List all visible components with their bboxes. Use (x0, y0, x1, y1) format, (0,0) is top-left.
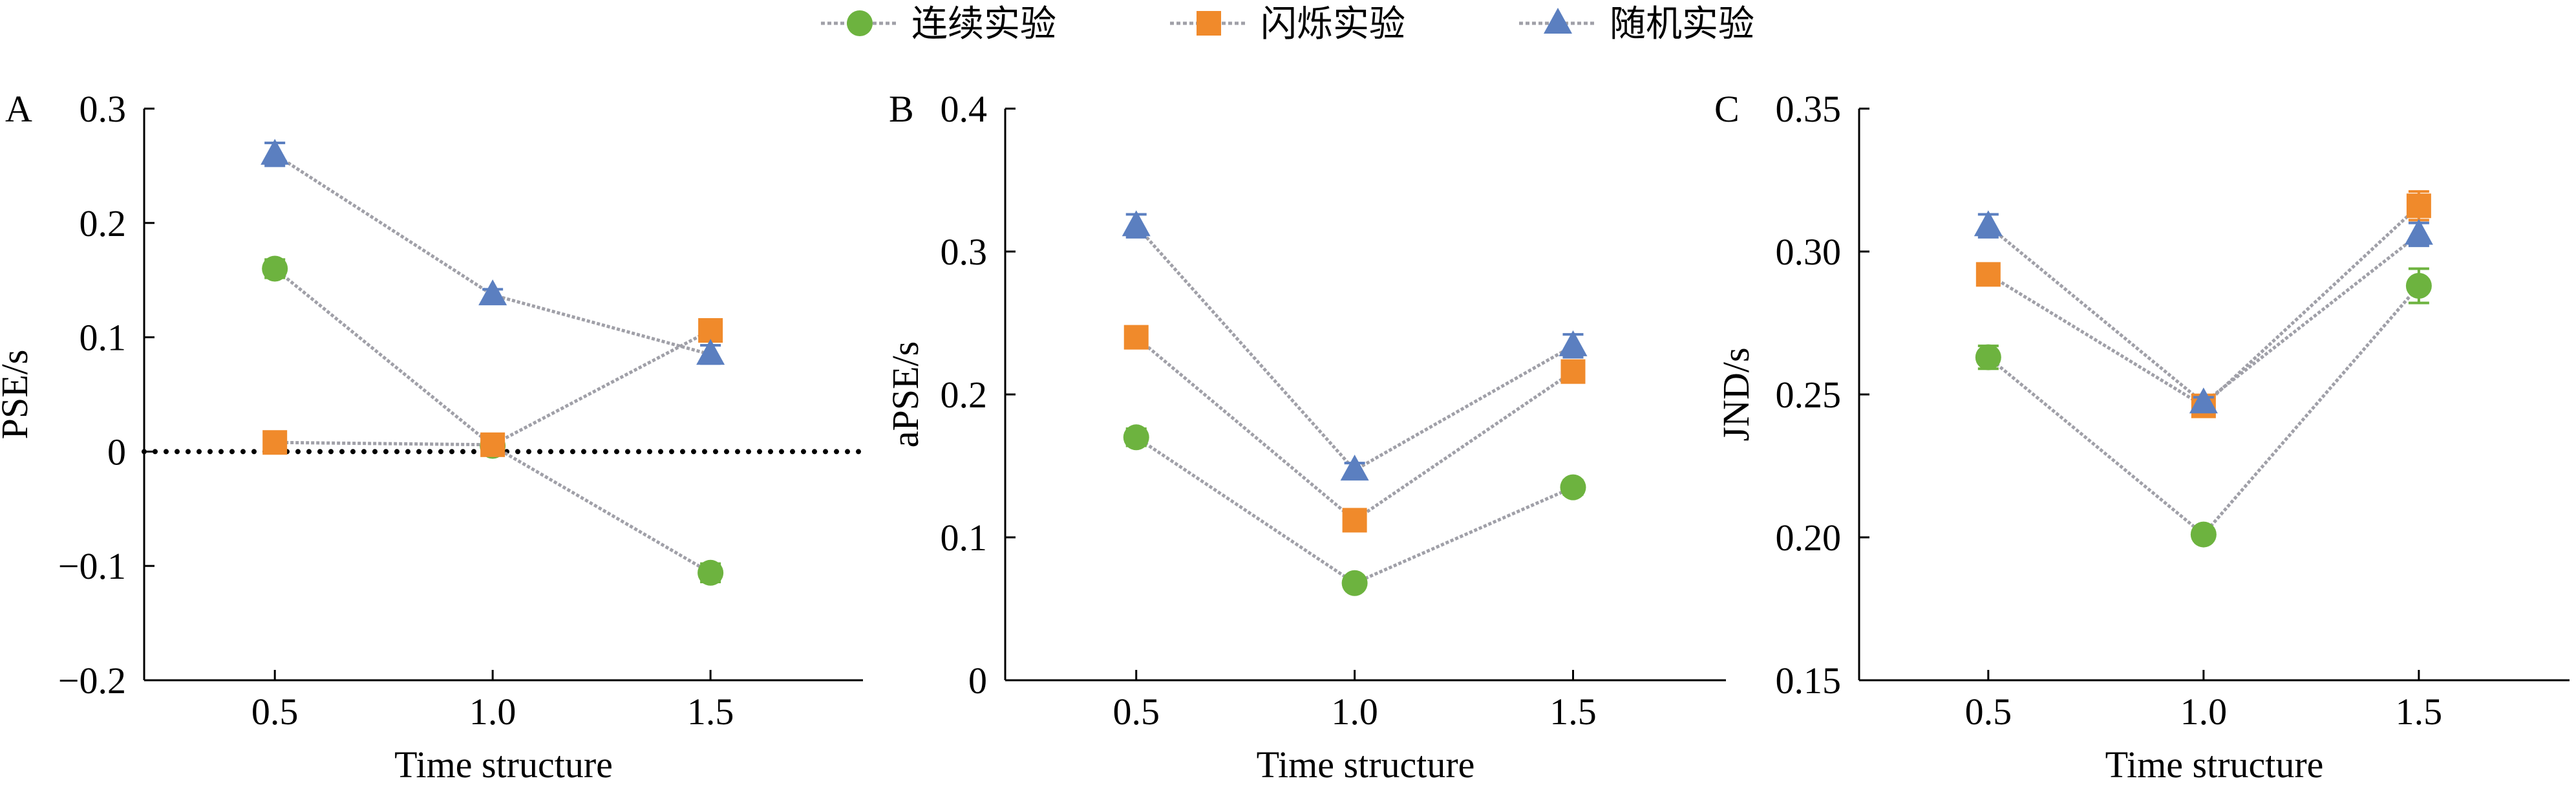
y-tick-label: 0.20 (1776, 517, 1842, 559)
legend-marker-circle (847, 10, 873, 36)
y-axis-label: JND/s (1715, 347, 1757, 441)
series-line-random (273, 153, 711, 356)
series-line-flicker (275, 328, 712, 447)
data-point-continuous (2405, 273, 2432, 299)
y-tick-label: −0.2 (58, 660, 126, 702)
panel-A: A −0.2 −0.1 0 0.1 0.2 0.3 0.5 1.0 1.5 Time structu… (0, 88, 866, 785)
data-point-continuous (262, 255, 288, 282)
data-point-random (1122, 210, 1151, 237)
y-axis-label: aPSE/s (884, 341, 926, 447)
data-point-random (696, 339, 725, 365)
legend-marker-triangle (1544, 8, 1572, 34)
panel-letter: A (5, 88, 32, 130)
y-tick-label: 0.3 (80, 88, 127, 130)
legend-marker-square (1197, 11, 1221, 36)
series-line-flicker (1135, 336, 1574, 522)
data-point-continuous (697, 559, 724, 586)
data-point-flicker (1975, 262, 2001, 287)
x-axis-label: Time structure (1257, 744, 1475, 785)
data-point-random (478, 279, 507, 306)
data-point-random (2404, 219, 2433, 245)
x-axis-label: Time structure (2105, 744, 2324, 785)
x-tick-label: 1.5 (1549, 691, 1597, 733)
y-tick-label: 0.1 (80, 317, 127, 359)
series-line-random (1987, 224, 2420, 405)
y-tick-label: 0 (968, 660, 987, 702)
y-tick-label: 0.4 (941, 88, 988, 130)
data-point-continuous (1123, 424, 1149, 451)
x-tick-label: 0.5 (251, 691, 299, 733)
y-tick-label: 0.2 (941, 374, 988, 416)
chart-panels: A −0.2 −0.1 0 0.1 0.2 0.3 0.5 1.0 1.5 Time structu… (0, 88, 2570, 785)
y-tick-label: 0.2 (80, 202, 127, 244)
data-point-random (2189, 387, 2218, 414)
data-point-flicker (262, 430, 288, 455)
legend-label: 随机实验 (1610, 3, 1754, 45)
legend-item-continuous: 连续实验 (821, 3, 1056, 45)
data-point-random (1974, 210, 2003, 237)
legend-item-random: 随机实验 (1519, 3, 1754, 45)
x-tick-label: 0.5 (1965, 691, 2012, 733)
series-line-flicker (1987, 204, 2420, 408)
data-point-random (1340, 455, 1369, 481)
x-tick-label: 1.0 (469, 691, 516, 733)
data-point-flicker (1123, 325, 1149, 350)
series-line-continuous (1135, 436, 1574, 585)
series-line-continuous (1987, 285, 2420, 537)
x-tick-label: 1.0 (1331, 691, 1378, 733)
y-tick-label: −0.1 (58, 545, 126, 587)
panel-B: B 0 0.1 0.2 0.3 0.4 0.5 1.0 1.5 Time structure aPS… (884, 88, 1726, 785)
y-tick-label: 0.3 (941, 231, 988, 273)
legend-item-flicker: 闪烁实验 (1170, 3, 1405, 45)
x-axis-label: Time structure (394, 744, 613, 785)
data-point-continuous (1975, 344, 2001, 371)
data-point-flicker (1342, 508, 1367, 533)
data-point-flicker (2406, 193, 2431, 219)
legend-label: 连续实验 (911, 3, 1056, 45)
data-point-random (1559, 330, 1588, 356)
data-point-continuous (2190, 521, 2217, 548)
legend-label: 闪烁实验 (1261, 3, 1405, 45)
panel-C: C 0.15 0.20 0.25 0.30 0.35 0.5 1.0 1.5 Time struc… (1714, 88, 2570, 785)
data-point-flicker (1560, 359, 1586, 384)
x-tick-label: 1.5 (2396, 691, 2443, 733)
data-point-flicker (698, 317, 723, 343)
series-line-continuous (273, 267, 712, 574)
y-axis-label: PSE/s (0, 350, 36, 440)
x-tick-label: 0.5 (1112, 691, 1160, 733)
series-line-random (1134, 224, 1574, 473)
data-point-flicker (480, 432, 506, 457)
panel-letter: B (889, 88, 914, 130)
y-tick-label: 0.30 (1776, 231, 1842, 273)
y-tick-label: 0 (107, 431, 126, 473)
data-point-continuous (1560, 474, 1586, 500)
y-tick-label: 0.1 (941, 517, 988, 559)
y-tick-label: 0.15 (1776, 660, 1842, 702)
y-tick-label: 0.25 (1776, 374, 1842, 416)
legend: 连续实验 闪烁实验 随机实验 (821, 3, 1754, 45)
panel-letter: C (1714, 88, 1740, 130)
y-tick-label: 0.35 (1776, 88, 1842, 130)
x-tick-label: 1.5 (687, 691, 734, 733)
data-point-random (261, 138, 290, 165)
x-tick-label: 1.0 (2180, 691, 2228, 733)
data-point-continuous (1341, 570, 1368, 596)
